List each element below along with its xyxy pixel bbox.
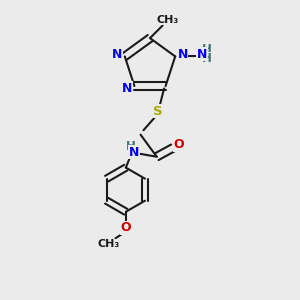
Text: N: N: [197, 48, 208, 61]
Text: H: H: [126, 140, 136, 153]
Text: N: N: [122, 82, 132, 95]
Text: O: O: [174, 138, 184, 151]
Text: O: O: [121, 221, 131, 235]
Text: N: N: [129, 146, 139, 158]
Text: CH₃: CH₃: [157, 15, 179, 25]
Text: CH₃: CH₃: [98, 239, 120, 249]
Text: S: S: [153, 105, 163, 118]
Text: H: H: [202, 44, 212, 56]
Text: N: N: [112, 48, 123, 61]
Text: N: N: [177, 48, 188, 61]
Text: H: H: [202, 52, 212, 65]
